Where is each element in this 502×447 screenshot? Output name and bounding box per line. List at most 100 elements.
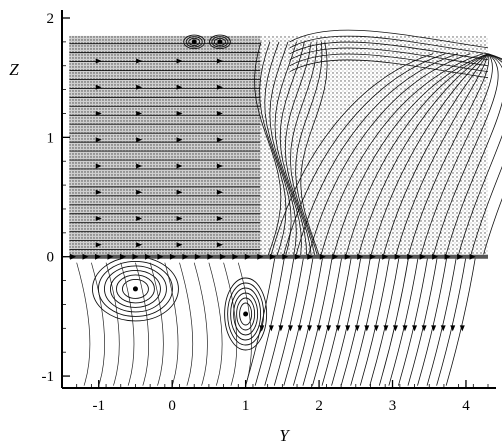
interface-arrow [457,253,464,260]
streamline-arrow [136,216,143,222]
streamline-arrow [176,242,183,248]
streamline [312,256,343,386]
streamline [289,41,489,61]
streamline [264,41,292,257]
streamline [300,41,328,257]
streamline [333,53,489,255]
streamline-arrow [136,189,143,195]
streamline-arrow [297,325,303,332]
streamline [383,53,489,255]
streamline [264,256,295,386]
streamline-arrow [287,325,293,332]
streamline [274,41,302,257]
streamline [289,35,489,55]
interface-arrow [244,253,251,260]
streamline [149,262,164,386]
streamline [331,256,362,386]
y-tick-label: 1 [47,130,55,146]
streamline [289,47,489,67]
interface-arrow [369,253,376,260]
interface-line [69,253,488,260]
y-ticks: -1 0 1 2 [42,11,70,385]
vortex-core [132,286,138,292]
interface-arrow [444,253,451,260]
y-tick-label: -1 [42,369,55,385]
axes [61,10,496,389]
streamline-arrow [431,325,437,332]
streamline-arrow [136,242,143,248]
streamline [417,256,448,386]
vortex-ring [109,269,161,308]
streamline [445,53,502,255]
x-tick-label: 3 [389,398,397,414]
streamline [292,256,324,386]
streamline-arrow [450,325,456,332]
streamline-arrow [278,325,284,332]
streamline-arrow [176,189,183,195]
vortex-core [243,311,249,317]
streamline [164,262,179,386]
streamline [91,262,105,386]
streamline-arrow [95,137,102,143]
streamline [76,262,91,386]
streamline-arrow [95,58,102,64]
streamline [445,256,476,386]
vortex-ring [121,278,149,299]
vortex-ring [185,36,203,48]
vortex-core [191,39,197,45]
streamline [283,256,314,386]
vortex-ring [183,34,206,50]
vortex-ring [230,287,262,341]
x-tick-label: 4 [462,398,470,414]
streamline-arrow [216,137,223,143]
vortex-ring [233,292,259,336]
x-tick-label: 0 [168,398,176,414]
interface-arrow [332,253,339,260]
streamline [321,256,352,386]
streamline [433,53,499,255]
streamline-arrow [95,189,102,195]
interface-arrow [319,253,326,260]
streamline-arrow [95,163,102,169]
interface-arrow [344,253,351,260]
streamline [408,53,490,255]
streamline-arrow [136,58,143,64]
streamline [254,41,282,257]
streamline [359,256,390,386]
streamline-arrow [176,110,183,116]
x-tick-label: 2 [315,398,323,414]
interface-arrow [194,253,201,260]
streamline [289,53,489,73]
interface-arrow [207,253,214,260]
vortex-ring [239,302,253,326]
streamline [193,262,208,386]
streamline-arrow [307,325,313,332]
interface-arrow [419,253,426,260]
streamline [284,41,312,257]
streamline [254,256,285,386]
vortex-ring [224,277,268,351]
streamline [279,41,307,257]
streamline [179,262,194,386]
streamline-arrow [136,163,143,169]
interface-arrow [219,253,226,260]
streamline [407,256,438,386]
streamline [302,256,333,386]
streamline [470,53,502,255]
interface-arrow [469,253,476,260]
streamline [340,256,371,386]
streamline [283,53,446,255]
streamline [426,256,457,386]
streamline-arrow [383,325,389,332]
x-axis-label: Y [279,426,290,445]
streamline-arrow [95,84,102,90]
streamline [308,53,471,255]
streamline-arrow [176,163,183,169]
streamline-arrow [268,325,274,332]
streamline-arrow [176,137,183,143]
interface-arrow [232,253,239,260]
streamline [223,262,238,386]
vortex-ring [115,274,155,304]
streamline [370,53,489,255]
streamline [273,256,305,386]
